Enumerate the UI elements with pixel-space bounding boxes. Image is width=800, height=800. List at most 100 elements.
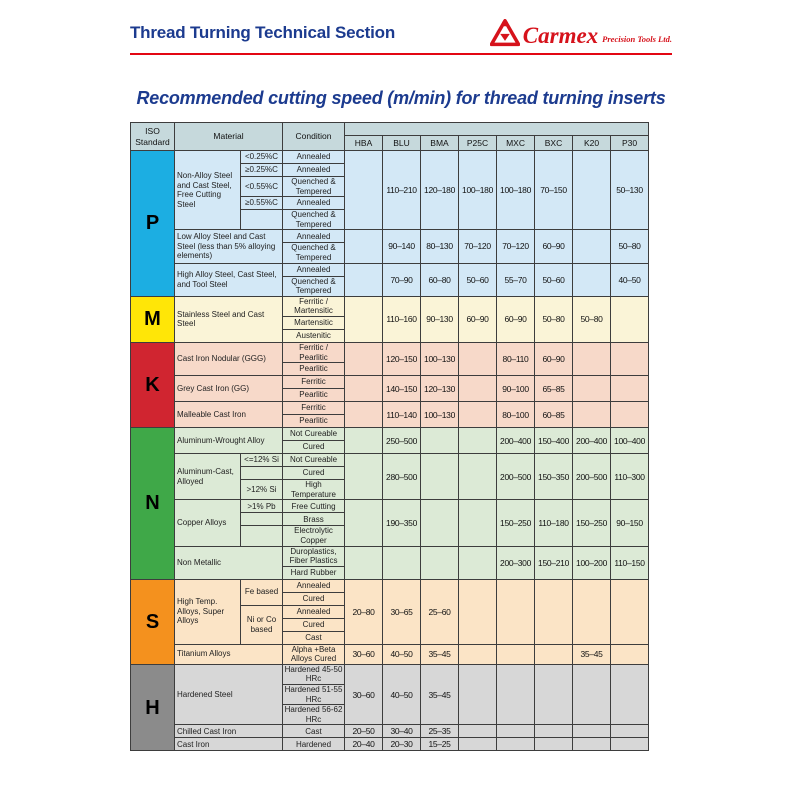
material-spec-cell: <0.25%C bbox=[239, 150, 284, 164]
column-header-grade-bxc: BXC bbox=[534, 135, 574, 151]
value-cell-hba bbox=[344, 149, 384, 231]
condition-cell: Cured bbox=[282, 440, 346, 455]
iso-label-N: N bbox=[130, 427, 175, 580]
value-cell-blu: 190–350 bbox=[382, 499, 422, 547]
red-divider bbox=[130, 53, 672, 55]
value-cell-bma: 60–80 bbox=[420, 262, 460, 297]
condition-cell: Annealed bbox=[282, 229, 346, 244]
condition-cell: Pearlitic bbox=[282, 388, 346, 403]
value-cell-k20 bbox=[572, 737, 612, 752]
value-cell-p30: 50–130 bbox=[610, 149, 650, 231]
value-cell-bma bbox=[420, 545, 460, 580]
value-cell-bxc: 60–90 bbox=[534, 341, 574, 377]
condition-cell: Annealed bbox=[282, 196, 346, 211]
value-cell-k20 bbox=[572, 401, 612, 429]
value-cell-blu: 140–150 bbox=[382, 375, 422, 403]
value-cell-p30: 100–400 bbox=[610, 427, 650, 455]
value-cell-k20: 100–200 bbox=[572, 545, 612, 580]
value-cell-mxc bbox=[496, 724, 536, 739]
condition-cell: Annealed bbox=[282, 163, 346, 177]
value-cell-p25c bbox=[458, 663, 498, 726]
value-cell-p25c: 60–90 bbox=[458, 295, 498, 343]
value-cell-p30 bbox=[610, 401, 650, 429]
value-cell-p30 bbox=[610, 341, 650, 377]
condition-cell: Brass bbox=[282, 512, 346, 527]
column-header-grade-hba: HBA bbox=[344, 135, 384, 151]
value-cell-bma: 35–45 bbox=[420, 643, 460, 665]
value-cell-p30: 110–150 bbox=[610, 545, 650, 580]
value-cell-bxc: 150–210 bbox=[534, 545, 574, 580]
value-cell-bma: 90–130 bbox=[420, 295, 460, 343]
value-cell-bma bbox=[420, 499, 460, 547]
condition-cell: Alpha +Beta Alloys Cured bbox=[282, 643, 346, 665]
material-name-cell: High Temp. Alloys, Super Alloys bbox=[174, 578, 241, 645]
material-name-cell: Cast Iron bbox=[173, 737, 284, 752]
value-cell-bxc bbox=[534, 737, 574, 752]
condition-cell: Quenched & Tempered bbox=[282, 209, 346, 231]
condition-cell: Not Cureable bbox=[282, 453, 346, 468]
value-cell-p25c bbox=[458, 643, 498, 665]
value-cell-hba bbox=[344, 262, 384, 297]
value-cell-hba bbox=[344, 401, 384, 429]
condition-cell: Annealed bbox=[282, 262, 346, 277]
value-cell-blu: 40–50 bbox=[382, 643, 422, 665]
condition-cell: Cured bbox=[282, 591, 346, 606]
value-cell-k20: 35–45 bbox=[572, 643, 612, 665]
value-cell-blu: 40–50 bbox=[382, 663, 422, 726]
condition-cell: Hardened 56-62 HRc bbox=[282, 704, 346, 726]
value-cell-bxc: 150–350 bbox=[534, 453, 574, 501]
condition-cell: Ferritic / Martensitic bbox=[282, 295, 346, 317]
value-cell-mxc: 80–100 bbox=[496, 401, 536, 429]
value-cell-hba bbox=[344, 453, 384, 501]
material-name-cell: Malleable Cast Iron bbox=[173, 401, 284, 429]
value-cell-p25c bbox=[458, 499, 498, 547]
value-cell-p30 bbox=[610, 295, 650, 343]
value-cell-k20 bbox=[572, 663, 612, 726]
iso-label-K: K bbox=[130, 341, 175, 429]
value-cell-p25c bbox=[458, 427, 498, 455]
iso-label-P: P bbox=[130, 150, 175, 297]
value-cell-mxc bbox=[496, 737, 536, 752]
material-spec-cell: <0.55%C bbox=[239, 175, 284, 198]
value-cell-p25c: 70–120 bbox=[458, 229, 498, 264]
condition-cell: High Temperature bbox=[282, 479, 346, 501]
material-name-cell: Stainless Steel and Cast Steel bbox=[173, 295, 284, 343]
value-cell-mxc: 60–90 bbox=[496, 295, 536, 343]
value-cell-k20 bbox=[572, 375, 612, 403]
condition-cell: Hardened 45-50 HRc bbox=[282, 663, 346, 686]
value-cell-mxc bbox=[496, 643, 536, 665]
value-cell-bma: 100–130 bbox=[420, 401, 460, 429]
value-cell-bma bbox=[420, 427, 460, 455]
value-cell-mxc bbox=[496, 578, 536, 645]
value-cell-bxc: 70–150 bbox=[534, 149, 574, 231]
value-cell-p25c bbox=[458, 737, 498, 752]
brand-suffix: Precision Tools Ltd. bbox=[602, 34, 672, 44]
value-cell-mxc: 90–100 bbox=[496, 375, 536, 403]
value-cell-bxc bbox=[534, 724, 574, 739]
column-header-condition: Condition bbox=[282, 122, 346, 151]
column-header-material: Material bbox=[173, 122, 284, 151]
brand-name: Carmex bbox=[522, 23, 599, 48]
value-cell-hba bbox=[344, 375, 384, 403]
material-spec-cell: Ni or Co based bbox=[239, 604, 284, 645]
doc-title: Recommended cutting speed (m/min) for th… bbox=[136, 88, 666, 108]
value-cell-bma: 120–130 bbox=[420, 375, 460, 403]
condition-cell: Cast bbox=[282, 630, 346, 645]
value-cell-k20: 150–250 bbox=[572, 499, 612, 547]
value-cell-bma: 35–45 bbox=[420, 663, 460, 726]
value-cell-mxc: 200–500 bbox=[496, 453, 536, 501]
value-cell-bxc: 65–85 bbox=[534, 375, 574, 403]
material-name-cell: Aluminum-Cast, Alloyed bbox=[174, 453, 241, 501]
value-cell-bma: 25–60 bbox=[420, 578, 460, 645]
material-name-cell: Non-Alloy Steel and Cast Steel, Free Cut… bbox=[174, 149, 241, 231]
condition-cell: Hardened 51-55 HRc bbox=[282, 684, 346, 706]
value-cell-p25c bbox=[458, 375, 498, 403]
material-name-cell: Chilled Cast Iron bbox=[173, 724, 284, 739]
value-cell-p25c bbox=[458, 401, 498, 429]
value-cell-bma: 15–25 bbox=[420, 737, 460, 752]
material-name-cell: Aluminum-Wrought Alloy bbox=[173, 427, 284, 455]
material-spec-cell bbox=[239, 209, 284, 231]
value-cell-bxc: 110–180 bbox=[534, 499, 574, 547]
value-cell-bxc: 150–400 bbox=[534, 427, 574, 455]
